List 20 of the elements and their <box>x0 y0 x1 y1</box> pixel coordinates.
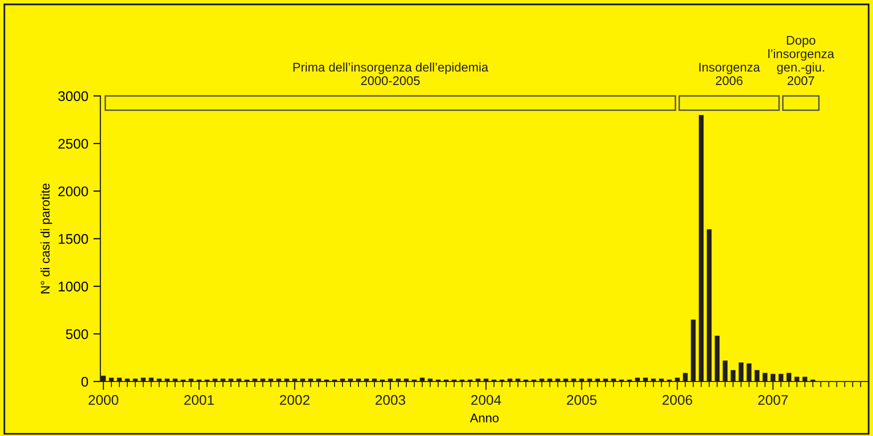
x-tick-label: 2006 <box>662 395 692 405</box>
x-tick-label: 2001 <box>184 395 214 405</box>
x-tick-label: 2000 <box>88 395 118 405</box>
x-tick-label: 2007 <box>758 395 788 405</box>
y-tick-label: 1000 <box>58 282 88 292</box>
x-tick-label: 2003 <box>376 395 406 405</box>
y-tick-label: 0 <box>81 376 88 387</box>
y-axis-title: N° di casi di parotite <box>40 184 52 294</box>
y-tick-label: 1500 <box>58 234 88 244</box>
y-tick-label: 2000 <box>58 186 88 196</box>
y-tick-label: 500 <box>66 329 88 340</box>
band-label: Insorgenza 2006 <box>699 62 760 86</box>
x-tick-label: 2005 <box>566 395 597 405</box>
y-tick-label: 2500 <box>58 138 88 149</box>
x-tick-label: 2004 <box>471 395 502 405</box>
band-label: Prima dell’insorgenza dell’epidemia 2000-2005 <box>293 62 488 86</box>
x-tick-label: 2002 <box>280 395 310 405</box>
x-axis-title: Anno <box>470 414 499 422</box>
y-tick-label: 3000 <box>58 91 88 102</box>
band-label: Dopo l’insorgenza gen.-giu. 2007 <box>768 36 834 86</box>
